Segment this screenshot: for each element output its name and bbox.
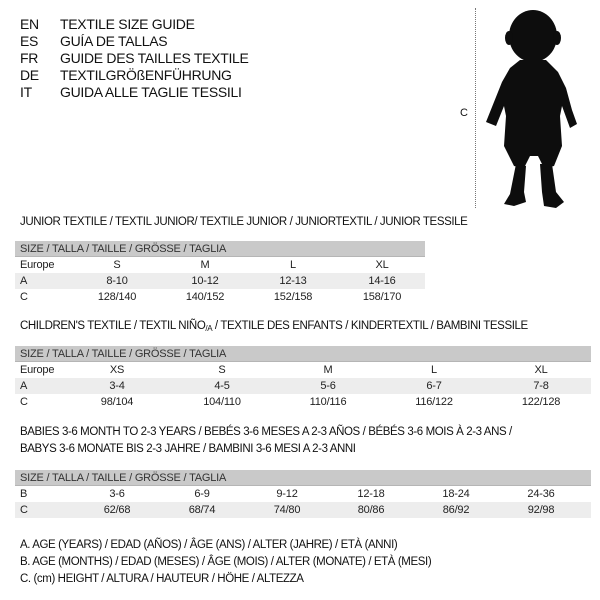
babies-section-title-line1: BABIES 3-6 MONTH TO 2-3 YEARS / BEBÉS 3-… <box>20 426 512 438</box>
language-titles: EN TEXTILE SIZE GUIDE ES GUÍA DE TALLAS … <box>0 16 400 106</box>
table-cell: 5-6 <box>320 380 336 392</box>
legend-a: A. AGE (YEARS) / EDAD (AÑOS) / ÂGE (ANS)… <box>20 539 398 551</box>
table-cell: XL <box>375 259 389 271</box>
junior-size-table: SIZE / TALLA / TAILLE / GRÖSSE / TAGLIA … <box>15 241 425 305</box>
table-cell: 3-6 <box>109 488 125 500</box>
row-label: A <box>20 380 28 392</box>
table-row-europe: Europe S M L XL <box>15 257 425 273</box>
babies-size-table: SIZE / TALLA / TAILLE / GRÖSSE / TAGLIA … <box>15 470 591 518</box>
lang-title-de: TEXTILGRÖßENFÜHRUNG <box>60 67 232 83</box>
row-label: A <box>20 275 28 287</box>
table-row-b: B 3-6 6-9 9-12 12-18 18-24 24-36 <box>15 486 591 502</box>
table-cell: 10-12 <box>191 275 219 287</box>
table-cell: 4-5 <box>214 380 230 392</box>
row-label: C <box>20 291 28 303</box>
table-cell: 128/140 <box>97 291 137 303</box>
table-cell: 14-16 <box>368 275 396 287</box>
table-cell: 158/170 <box>362 291 402 303</box>
table-row-a: A 3-4 4-5 5-6 6-7 7-8 <box>15 378 591 394</box>
children-section-title: CHILDREN'S TEXTILE / TEXTIL NIÑO/A / TEX… <box>20 318 528 337</box>
table-cell: 80/86 <box>357 504 385 516</box>
children-size-table: SIZE / TALLA / TAILLE / GRÖSSE / TAGLIA … <box>15 346 591 410</box>
table-cell: 18-24 <box>442 488 470 500</box>
table-cell: 98/104 <box>100 396 134 408</box>
table-cell: M <box>323 364 333 376</box>
table-row-europe: Europe XS S M L XL <box>15 362 591 378</box>
table-cell: XS <box>109 364 125 376</box>
child-silhouette-icon <box>486 10 577 208</box>
table-cell: 6-9 <box>194 488 210 500</box>
table-cell: 6-7 <box>426 380 442 392</box>
legend-c: C. (cm) HEIGHT / ALTURA / HAUTEUR / HÖHE… <box>20 573 304 585</box>
table-cell: 86/92 <box>442 504 470 516</box>
table-cell: XL <box>534 364 548 376</box>
table-cell: 12-18 <box>357 488 385 500</box>
table-row-c: C 98/104 104/110 110/116 116/122 122/128 <box>15 394 591 410</box>
lang-code-es: ES <box>20 33 39 49</box>
table-cell: 3-4 <box>109 380 125 392</box>
table-cell: 92/98 <box>527 504 555 516</box>
table-cell: S <box>218 364 226 376</box>
lang-title-it: GUIDA ALLE TAGLIE TESSILI <box>60 84 242 100</box>
table-cell: 122/128 <box>521 396 561 408</box>
table-row-a: A 8-10 10-12 12-13 14-16 <box>15 273 425 289</box>
table-header: SIZE / TALLA / TAILLE / GRÖSSE / TAGLIA <box>15 346 591 362</box>
legend-b: B. AGE (MONTHS) / EDAD (MESES) / ÂGE (MO… <box>20 556 432 568</box>
table-cell: 152/158 <box>273 291 313 303</box>
title-text: / TEXTILE DES ENFANTS / KINDERTEXTIL / B… <box>212 320 528 332</box>
table-cell: 110/116 <box>309 396 347 408</box>
row-label: Europe <box>20 259 55 271</box>
lang-code-it: IT <box>20 84 32 100</box>
lang-title-es: GUÍA DE TALLAS <box>60 33 168 49</box>
table-header: SIZE / TALLA / TAILLE / GRÖSSE / TAGLIA <box>15 241 425 257</box>
junior-section-title: JUNIOR TEXTILE / TEXTIL JUNIOR/ TEXTILE … <box>20 216 468 228</box>
table-row-c: C 128/140 140/152 152/158 158/170 <box>15 289 425 305</box>
title-subscript: /A <box>205 324 213 333</box>
table-cell: 8-10 <box>106 275 128 287</box>
table-header: SIZE / TALLA / TAILLE / GRÖSSE / TAGLIA <box>15 470 591 486</box>
row-label: C <box>20 504 28 516</box>
table-cell: 7-8 <box>533 380 549 392</box>
table-cell: M <box>200 259 210 271</box>
table-row-c: C 62/68 68/74 74/80 80/86 86/92 92/98 <box>15 502 591 518</box>
lang-title-en: TEXTILE SIZE GUIDE <box>60 16 195 32</box>
lang-code-en: EN <box>20 16 39 32</box>
table-cell: L <box>431 364 437 376</box>
table-cell: L <box>290 259 296 271</box>
row-label: C <box>20 396 28 408</box>
lang-title-fr: GUIDE DES TAILLES TEXTILE <box>60 50 249 66</box>
lang-code-fr: FR <box>20 50 39 66</box>
table-cell: 24-36 <box>527 488 555 500</box>
table-cell: 74/80 <box>273 504 301 516</box>
table-cell: 104/110 <box>203 396 241 408</box>
table-cell: 12-13 <box>279 275 307 287</box>
lang-code-de: DE <box>20 67 39 83</box>
table-cell: 62/68 <box>103 504 131 516</box>
row-label: Europe <box>20 364 55 376</box>
table-cell: S <box>113 259 121 271</box>
title-text: CHILDREN'S TEXTILE / TEXTIL NIÑO <box>20 320 206 332</box>
height-measure-label: C <box>460 107 468 119</box>
row-label: B <box>20 488 28 500</box>
babies-section-title-line2: BABYS 3-6 MONATE BIS 2-3 JAHRE / BAMBINI… <box>20 443 356 455</box>
table-cell: 68/74 <box>188 504 216 516</box>
table-cell: 116/122 <box>415 396 453 408</box>
height-measure-line <box>475 8 476 208</box>
table-cell: 140/152 <box>185 291 225 303</box>
table-cell: 9-12 <box>276 488 298 500</box>
